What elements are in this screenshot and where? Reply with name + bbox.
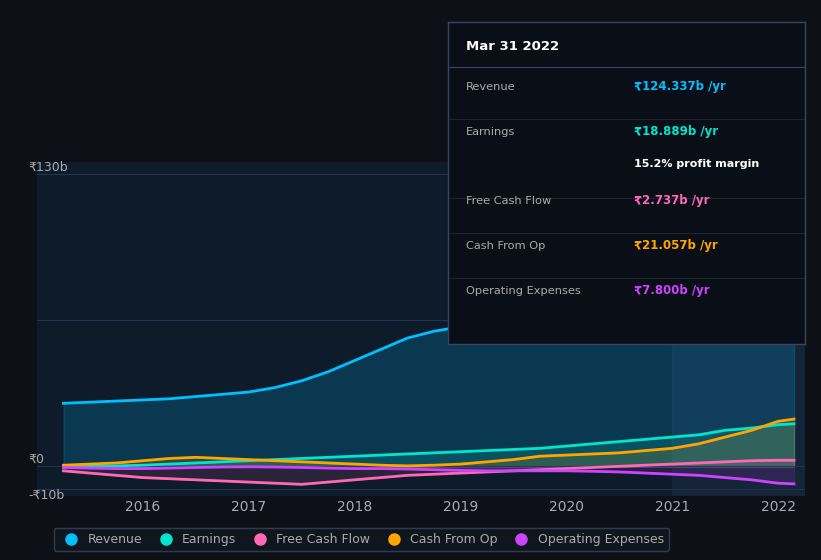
Text: Earnings: Earnings: [466, 127, 516, 137]
Text: Cash From Op: Cash From Op: [466, 241, 545, 251]
Text: ₹18.889b /yr: ₹18.889b /yr: [634, 125, 718, 138]
Text: ₹21.057b /yr: ₹21.057b /yr: [634, 239, 718, 252]
Text: ₹0: ₹0: [29, 454, 44, 466]
Legend: Revenue, Earnings, Free Cash Flow, Cash From Op, Operating Expenses: Revenue, Earnings, Free Cash Flow, Cash …: [53, 528, 669, 551]
Text: -₹10b: -₹10b: [29, 489, 65, 502]
Text: Free Cash Flow: Free Cash Flow: [466, 195, 552, 206]
Bar: [672, 162, 805, 496]
Text: Mar 31 2022: Mar 31 2022: [466, 40, 559, 53]
Text: ₹2.737b /yr: ₹2.737b /yr: [634, 194, 709, 207]
Text: Operating Expenses: Operating Expenses: [466, 286, 581, 296]
Text: Revenue: Revenue: [466, 82, 516, 92]
Text: ₹124.337b /yr: ₹124.337b /yr: [634, 80, 726, 94]
Text: ₹7.800b /yr: ₹7.800b /yr: [634, 284, 709, 297]
Text: ₹130b: ₹130b: [29, 161, 68, 174]
Text: 15.2% profit margin: 15.2% profit margin: [634, 159, 759, 169]
